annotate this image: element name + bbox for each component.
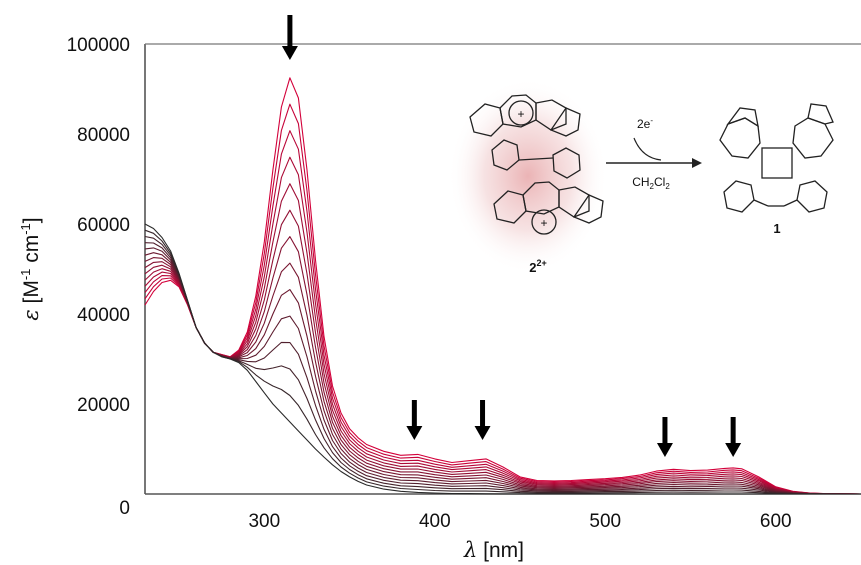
reactant-label: 22+ [529, 258, 547, 275]
y-axis-title: ε [M-1 cm-1] [18, 217, 43, 320]
x-axis-symbol: λ [463, 538, 477, 562]
x-tick-label: 500 [589, 511, 621, 532]
spectrum-line [144, 236, 861, 495]
x-tick-label: 600 [760, 511, 792, 532]
solvent-label: CH2Cl2 [632, 175, 670, 191]
product-molecule [719, 103, 834, 213]
decrease-arrow [656, 417, 673, 457]
decrease-arrow [406, 400, 423, 440]
cation-mark-lower: + [540, 216, 547, 230]
y-tick-label: 80000 [77, 125, 130, 146]
reagent-label: 2e- [637, 116, 653, 131]
y-tick-label: 40000 [77, 305, 130, 326]
y-axis-symbol: ε [19, 309, 43, 320]
decrease-arrows [281, 15, 742, 457]
y-tick-labels: 0 20000 40000 60000 80000 100000 [67, 35, 130, 519]
decrease-arrow [725, 417, 742, 457]
decrease-arrow [281, 15, 298, 60]
y-tick-label: 0 [119, 498, 130, 519]
spectrum-line [144, 252, 861, 495]
y-tick-label: 100000 [67, 35, 130, 56]
y-tick-label: 20000 [77, 395, 130, 416]
spectrum-line [144, 257, 861, 495]
reaction-arrowhead [692, 158, 702, 168]
reaction-scheme: + + 22+ 2e- CH2Cl2 1 [448, 78, 834, 275]
spectrum-line [144, 235, 861, 495]
spectrum-line [144, 242, 861, 495]
spectra-series [144, 77, 861, 495]
x-axis-title: λ [nm] [463, 538, 524, 562]
product-label: 1 [773, 221, 780, 236]
x-tick-label: 300 [248, 511, 280, 532]
cation-mark-upper: + [517, 107, 524, 121]
y-tick-label: 60000 [77, 215, 130, 236]
electron-transfer-curve [633, 137, 662, 161]
reactant-molecule [469, 94, 604, 235]
spectrum-line [144, 223, 861, 495]
x-tick-label: 400 [419, 511, 451, 532]
spectrum-line [144, 247, 861, 495]
x-tick-labels: 300 400 500 600 [248, 511, 791, 532]
decrease-arrow [474, 400, 491, 440]
reactant-glow [448, 78, 608, 274]
